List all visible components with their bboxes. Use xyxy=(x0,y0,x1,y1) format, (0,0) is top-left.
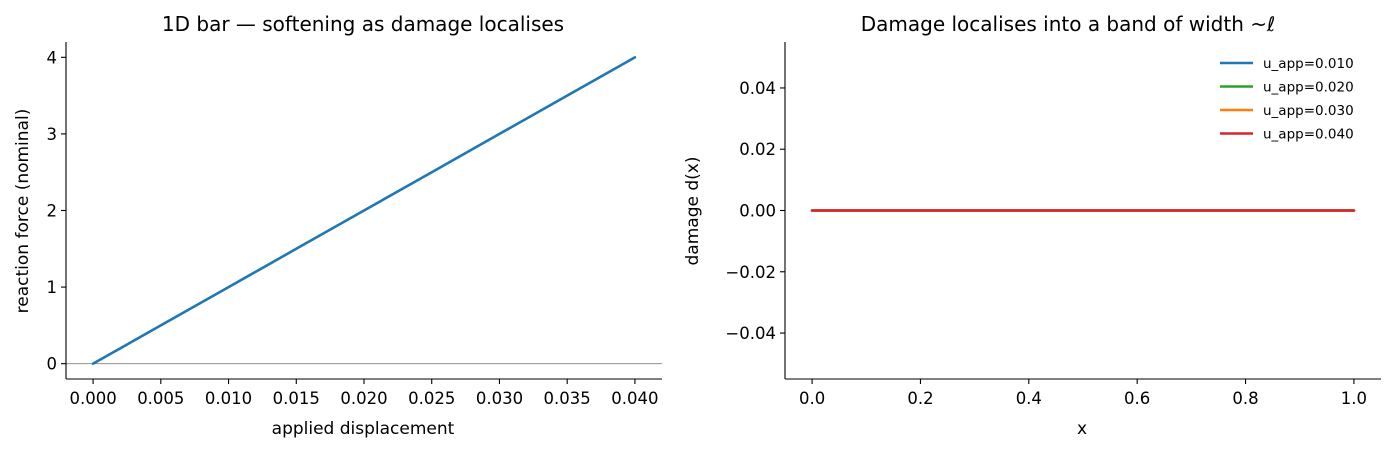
x-tick-label: 1.0 xyxy=(1341,389,1367,408)
series-line-1 xyxy=(91,56,637,365)
x-tick-label: 0.025 xyxy=(408,389,455,408)
y-tick-label: 0 xyxy=(47,355,58,374)
x-tick-label: 0.020 xyxy=(340,389,387,408)
y-tick-label: −0.02 xyxy=(725,263,776,282)
legend-label: u_app=0.010 xyxy=(1263,56,1354,72)
y-tick-label: 0.00 xyxy=(739,202,776,221)
series-group xyxy=(91,56,637,365)
y-tick-label: 4 xyxy=(47,48,58,67)
x-axis-label: applied displacement xyxy=(272,419,455,439)
y-tick-label: 0.04 xyxy=(739,79,776,98)
chart-title: 1D bar — softening as damage localises xyxy=(162,12,564,36)
x-tick-label: 0.030 xyxy=(476,389,523,408)
x-ticks: 0.0 0.2 0.4 0.6 0.8 1.0 xyxy=(799,379,1367,408)
legend-label: u_app=0.040 xyxy=(1263,127,1354,143)
x-tick-label: 0.035 xyxy=(544,389,591,408)
y-axis-label: reaction force (nominal) xyxy=(13,109,33,314)
x-tick-label: 0.015 xyxy=(273,389,320,408)
x-tick-label: 0.8 xyxy=(1232,389,1258,408)
x-tick-label: 0.010 xyxy=(205,389,252,408)
y-ticks: 0 1 2 3 4 xyxy=(47,48,66,374)
x-ticks: 0.000 0.005 0.010 0.015 0.020 0.025 0.030 0.035… xyxy=(69,379,659,408)
y-tick-label: 0.02 xyxy=(739,140,776,159)
x-tick-label: 0.000 xyxy=(69,389,116,408)
x-tick-label: 0.4 xyxy=(1016,389,1042,408)
y-ticks: −0.04 −0.02 0.00 0.02 0.04 xyxy=(725,79,785,343)
y-tick-label: 1 xyxy=(47,278,58,297)
chart-force-displacement: 1D bar — softening as damage localises a… xyxy=(13,12,662,439)
legend-label: u_app=0.020 xyxy=(1263,80,1354,96)
x-tick-label: 0.2 xyxy=(907,389,933,408)
chart-title: Damage localises into a band of width ~ℓ xyxy=(861,12,1276,36)
y-axis-label: damage d(x) xyxy=(683,157,703,266)
x-tick-label: 0.6 xyxy=(1124,389,1150,408)
legend-label: u_app=0.030 xyxy=(1263,103,1354,119)
legend: u_app=0.010 u_app=0.020 u_app=0.030 u_app=0… xyxy=(1220,56,1354,143)
x-tick-label: 0.040 xyxy=(611,389,658,408)
y-tick-label: 3 xyxy=(47,125,58,144)
y-tick-label: 2 xyxy=(47,202,58,221)
chart-damage-profile: Damage localises into a band of width ~ℓ… xyxy=(683,12,1381,439)
x-tick-label: 0.005 xyxy=(137,389,184,408)
x-axis-label: x xyxy=(1077,419,1087,439)
y-tick-label: −0.04 xyxy=(725,324,776,343)
x-tick-label: 0.0 xyxy=(799,389,825,408)
